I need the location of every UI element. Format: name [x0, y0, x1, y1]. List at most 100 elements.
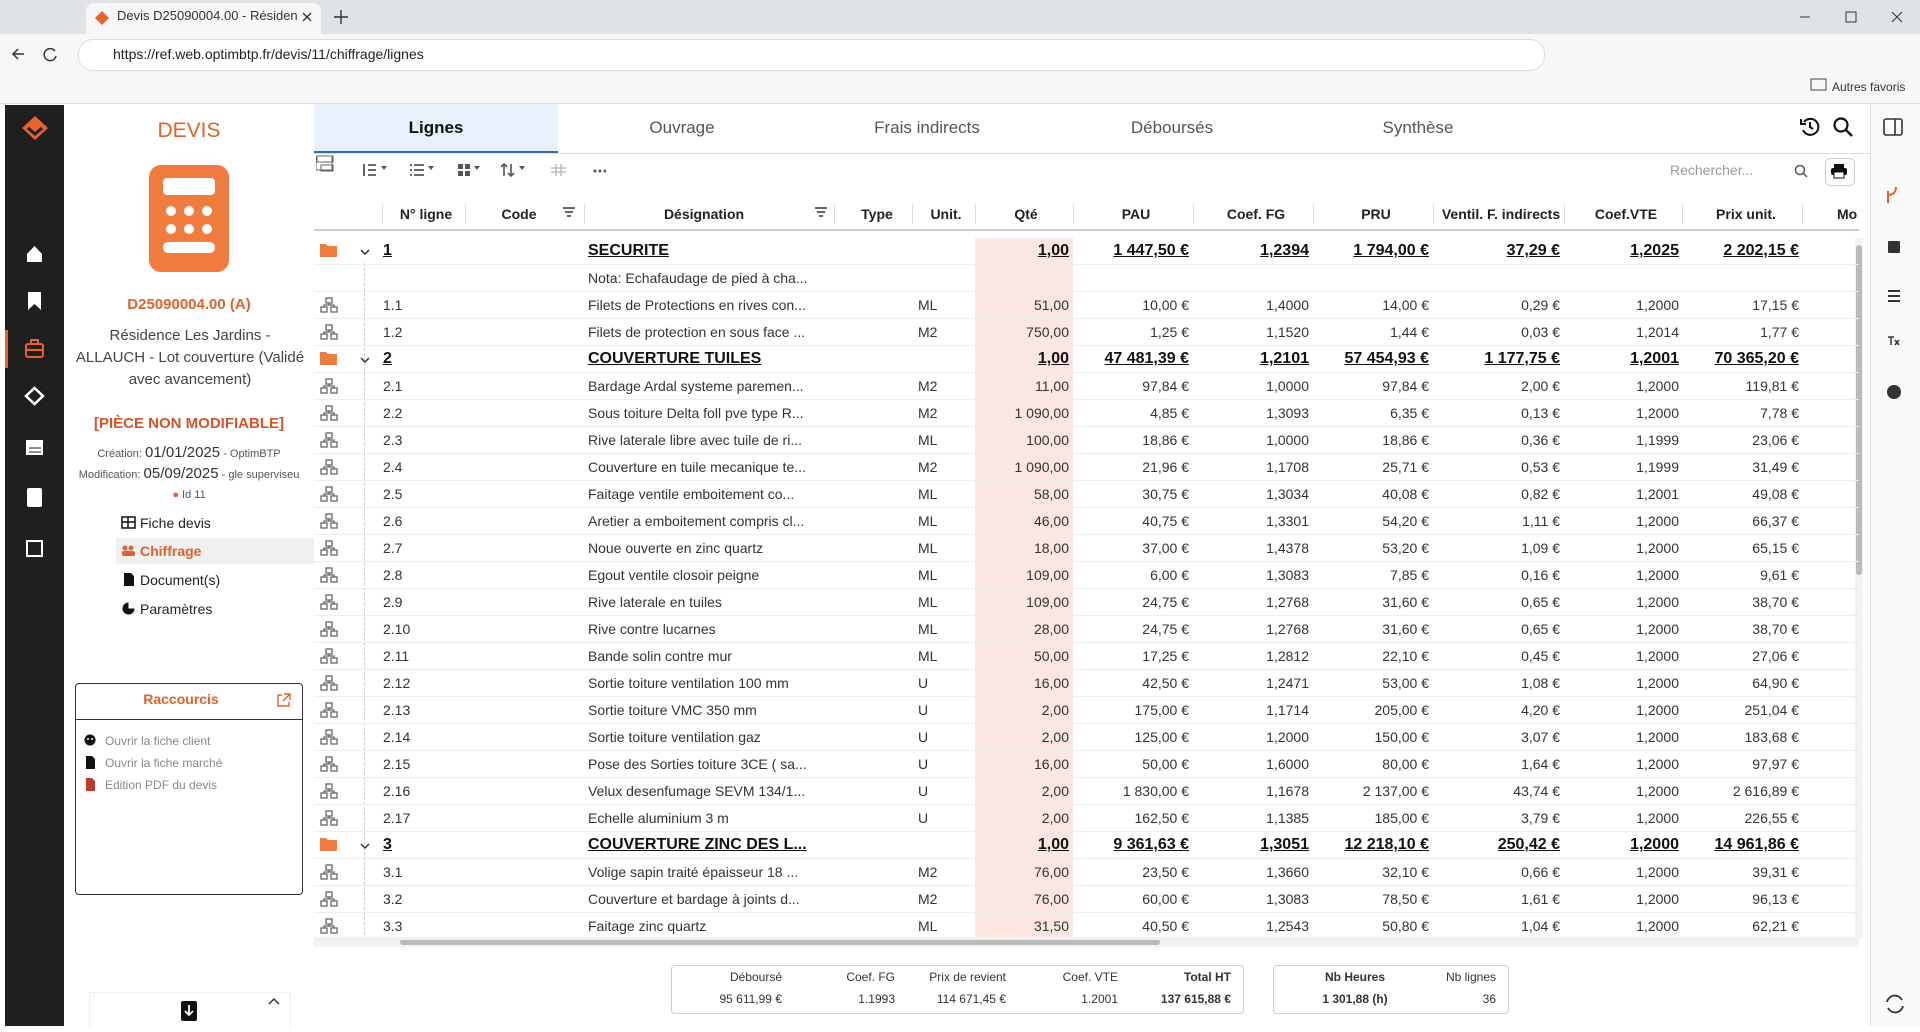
line-cell: 0,16 €: [1521, 567, 1560, 583]
menu-item[interactable]: Fiche devis: [140, 515, 211, 531]
line-cell: ML: [918, 513, 938, 529]
expand-toggle[interactable]: [359, 354, 371, 366]
group-cell: 2 202,15 €: [1723, 242, 1799, 259]
expand-toggle[interactable]: [359, 840, 371, 852]
tab-close[interactable]: [300, 10, 314, 24]
shortcut-item[interactable]: Ouvrir la fiche marché: [105, 756, 223, 770]
v-scrollbar[interactable]: [1855, 238, 1863, 938]
column-header[interactable]: Désignation: [663, 206, 745, 222]
line-row[interactable]: [314, 643, 1859, 670]
creation-label: Création:: [97, 448, 142, 460]
search-icon[interactable]: [1794, 164, 1808, 178]
line-row[interactable]: [314, 859, 1859, 886]
column-header[interactable]: N° ligne: [399, 206, 453, 222]
line-row[interactable]: [314, 886, 1859, 913]
window-controls[interactable]: [1795, 8, 1915, 26]
line-cell: 1,3660: [1266, 864, 1309, 880]
line-cell: 100,00: [1026, 432, 1069, 448]
expand-toggle[interactable]: [359, 246, 371, 258]
line-row[interactable]: [314, 724, 1859, 751]
new-tab[interactable]: [332, 8, 350, 26]
column-header[interactable]: Qté: [1014, 206, 1038, 222]
open-external[interactable]: [276, 692, 292, 708]
column-header[interactable]: Coef. FG: [1226, 206, 1286, 222]
line-row[interactable]: [314, 481, 1859, 508]
line-row[interactable]: [314, 535, 1859, 562]
refresh-icon[interactable]: [1883, 993, 1907, 1015]
line-cell: Sortie toiture VMC 350 mm: [588, 702, 757, 718]
tab[interactable]: Lignes: [408, 118, 464, 137]
column-separator: [975, 204, 976, 224]
tab[interactable]: Synthèse: [1382, 118, 1454, 137]
line-cell: Noue ouverte en zinc quartz: [588, 540, 764, 556]
line-row[interactable]: [314, 805, 1859, 832]
tab-tools[interactable]: [1799, 116, 1857, 138]
line-row[interactable]: [314, 319, 1859, 346]
line-row[interactable]: [314, 454, 1859, 481]
summary-value: 1.1993: [858, 992, 895, 1006]
column-header[interactable]: Code: [501, 206, 537, 222]
tab[interactable]: Frais indirects: [874, 118, 980, 137]
download-button[interactable]: [180, 1000, 198, 1022]
right-sidebar-icons[interactable]: [1880, 115, 1914, 415]
line-row[interactable]: [314, 427, 1859, 454]
column-header[interactable]: Ventil. F. indirects: [1441, 206, 1561, 222]
column-header[interactable]: Mor: [1837, 206, 1857, 222]
column-filter[interactable]: [562, 205, 576, 219]
line-row[interactable]: [314, 670, 1859, 697]
column-header[interactable]: Coef.VTE: [1594, 206, 1658, 222]
collapse-button[interactable]: [267, 996, 281, 1006]
nav-buttons[interactable]: [10, 44, 60, 64]
search-input[interactable]: Rechercher...: [1670, 162, 1754, 178]
right-sidebar: [1870, 104, 1920, 1026]
line-cell: Sous toiture Delta foll pve type R...: [588, 405, 804, 421]
favorites-link[interactable]: Autres favoris: [1832, 80, 1906, 94]
line-row[interactable]: [314, 913, 1859, 940]
line-row[interactable]: [314, 562, 1859, 589]
app-logo[interactable]: [20, 114, 50, 142]
line-row[interactable]: [314, 508, 1859, 535]
h-scroll-thumb[interactable]: [400, 939, 1160, 945]
column-header[interactable]: Prix unit.: [1716, 206, 1776, 222]
tab[interactable]: Ouvrage: [649, 118, 715, 137]
column-filter[interactable]: [814, 205, 828, 219]
v-scroll-thumb[interactable]: [1856, 245, 1862, 575]
shortcut-item[interactable]: Edition PDF du devis: [105, 778, 218, 792]
address-bar[interactable]: [78, 39, 1545, 71]
layout-icon[interactable]: [316, 155, 334, 173]
print-button[interactable]: [1825, 158, 1855, 186]
line-cell: 1,2000: [1636, 594, 1679, 610]
line-cell: 2.16: [383, 783, 411, 799]
tab[interactable]: Déboursés: [1130, 118, 1214, 137]
line-cell: 3,07 €: [1521, 729, 1560, 745]
shortcut-item[interactable]: Ouvrir la fiche client: [105, 734, 211, 748]
column-header[interactable]: Type: [861, 206, 893, 222]
line-row[interactable]: [314, 373, 1859, 400]
line-row[interactable]: [314, 400, 1859, 427]
active-tab[interactable]: [86, 3, 321, 34]
id-value: Id 11: [182, 489, 206, 501]
line-row[interactable]: [314, 616, 1859, 643]
line-row[interactable]: [314, 697, 1859, 724]
menu-item[interactable]: Chiffrage: [140, 543, 202, 559]
group-cell: COUVERTURE ZINC DES L...: [588, 836, 807, 853]
menu-item[interactable]: Document(s): [140, 572, 221, 588]
column-header[interactable]: PAU: [1121, 206, 1151, 222]
menu-item[interactable]: Paramètres: [140, 601, 213, 617]
line-row[interactable]: [314, 589, 1859, 616]
group-cell: 2: [383, 350, 392, 367]
column-header[interactable]: PRU: [1361, 206, 1391, 222]
line-cell: 2,00: [1041, 810, 1069, 826]
grid-toolbar[interactable]: [316, 156, 606, 184]
shortcut-icon: [84, 734, 96, 746]
line-cell: 1.2: [383, 324, 403, 340]
group-cell: 70 365,20 €: [1714, 350, 1799, 367]
line-row[interactable]: [314, 292, 1859, 319]
column-separator: [1073, 204, 1074, 224]
line-cell: 22,10 €: [1382, 648, 1429, 664]
app-nav-icons[interactable]: [5, 230, 64, 570]
ouvrage-icon: [320, 594, 338, 610]
line-row[interactable]: [314, 778, 1859, 805]
line-row[interactable]: [314, 751, 1859, 778]
column-header[interactable]: Unit.: [930, 206, 962, 222]
